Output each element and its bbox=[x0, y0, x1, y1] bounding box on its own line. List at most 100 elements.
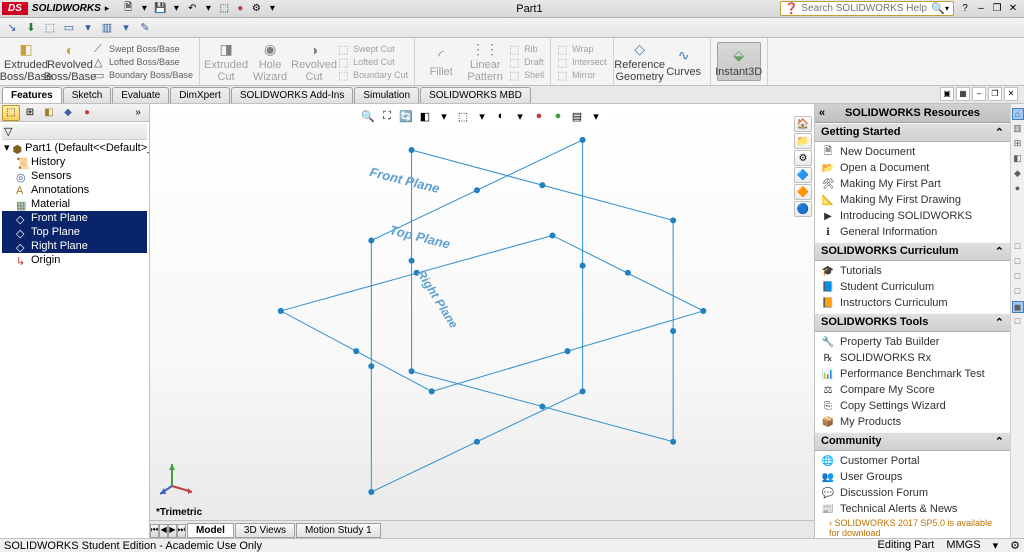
motion-tab[interactable]: Model bbox=[187, 523, 234, 538]
tb-icon[interactable]: ✎ bbox=[137, 20, 153, 36]
resources-link[interactable]: 🎓Tutorials bbox=[817, 263, 1008, 279]
ribbon-button[interactable]: ◜Fillet bbox=[419, 40, 463, 83]
tree-item[interactable]: ◇Right Plane bbox=[2, 239, 147, 253]
help-icon[interactable]: ? bbox=[958, 3, 972, 14]
resources-link[interactable]: ▶Introducing SOLIDWORKS bbox=[817, 208, 1008, 224]
float-icon[interactable]: 🏠 bbox=[794, 116, 812, 132]
float-icon[interactable]: 🔵 bbox=[794, 201, 812, 217]
tree-item[interactable]: ↳Origin bbox=[2, 253, 147, 267]
minimize-icon[interactable]: – bbox=[974, 3, 988, 14]
strip-icon[interactable]: ◼ bbox=[1012, 301, 1024, 313]
menu-dropdown-icon[interactable]: ▸ bbox=[105, 3, 110, 14]
search-input[interactable] bbox=[801, 3, 931, 14]
ribbon-tab[interactable]: SOLIDWORKS MBD bbox=[420, 87, 531, 103]
ribbon-tab[interactable]: Evaluate bbox=[112, 87, 169, 103]
resources-section-header[interactable]: Getting Started⌃ bbox=[815, 123, 1010, 142]
status-icon[interactable]: ⚙ bbox=[1010, 539, 1020, 552]
motion-tab[interactable]: Motion Study 1 bbox=[296, 523, 381, 538]
ribbon-button[interactable]: ⬙Instant3D bbox=[717, 42, 761, 81]
resources-link[interactable]: ℹGeneral Information bbox=[817, 224, 1008, 240]
qat-new-icon[interactable]: 🗎 bbox=[121, 2, 135, 16]
viewbtn-icon[interactable]: ✕ bbox=[1004, 87, 1018, 101]
resources-link[interactable]: 🌐Customer Portal bbox=[817, 453, 1008, 469]
tree-tab-feature-icon[interactable]: ⬚ bbox=[2, 105, 20, 121]
qat-rebuild-icon[interactable]: ● bbox=[233, 2, 247, 16]
ribbon-small-button[interactable]: ⬚Rib bbox=[509, 43, 544, 55]
resources-link[interactable]: 🛠Making My First Part bbox=[817, 176, 1008, 192]
resources-link[interactable]: ℞SOLIDWORKS Rx bbox=[817, 350, 1008, 366]
resources-link[interactable]: 💬Discussion Forum bbox=[817, 485, 1008, 501]
ribbon-tab[interactable]: Simulation bbox=[354, 87, 419, 103]
tree-tab-icon[interactable]: ● bbox=[78, 105, 96, 121]
help-search[interactable]: ❓ 🔍▾ bbox=[780, 1, 954, 16]
resources-link[interactable]: 📂Open a Document bbox=[817, 160, 1008, 176]
ribbon-small-button[interactable]: ⬚Shell bbox=[509, 69, 544, 81]
qat-more-icon[interactable]: ▾ bbox=[265, 2, 279, 16]
graphics-viewport[interactable]: 🔍 ⛶ 🔄 ◧ ▾ ⬚ ▾ ◐ ▾ ● ● ▤ ▾ bbox=[150, 104, 814, 538]
ribbon-tab[interactable]: SOLIDWORKS Add-Ins bbox=[231, 87, 353, 103]
alert-item[interactable]: › SOLIDWORKS 2017 SP5.0 is available for… bbox=[817, 517, 1008, 538]
strip-icon[interactable]: ⌂ bbox=[1012, 108, 1024, 120]
ribbon-button[interactable]: ◨ExtrudedCut bbox=[204, 40, 248, 83]
strip-icon[interactable]: □ bbox=[1012, 286, 1024, 298]
tb-icon[interactable]: ↘ bbox=[4, 20, 20, 36]
qat-save-icon[interactable]: 💾 bbox=[153, 2, 167, 16]
viewbtn-icon[interactable]: – bbox=[972, 87, 986, 101]
resources-link[interactable]: 📦My Products bbox=[817, 414, 1008, 430]
ribbon-button[interactable]: ◐RevolvedBoss/Base bbox=[48, 40, 92, 83]
ribbon-tab[interactable]: Sketch bbox=[63, 87, 112, 103]
tb-icon[interactable]: ▾ bbox=[118, 20, 134, 36]
tb-icon[interactable]: ⬚ bbox=[42, 20, 58, 36]
ribbon-button[interactable]: ∿Curves bbox=[662, 40, 706, 83]
qat-undo-icon[interactable]: ↶ bbox=[185, 2, 199, 16]
strip-icon[interactable]: □ bbox=[1012, 256, 1024, 268]
float-icon[interactable]: 🔷 bbox=[794, 167, 812, 183]
float-icon[interactable]: 🔶 bbox=[794, 184, 812, 200]
tree-tab-icon[interactable]: ◧ bbox=[40, 105, 58, 121]
scroll-prev-icon[interactable]: ◀ bbox=[159, 524, 168, 538]
tree-item[interactable]: ◇Top Plane bbox=[2, 225, 147, 239]
tb-icon[interactable]: ⬇ bbox=[23, 20, 39, 36]
strip-icon[interactable]: □ bbox=[1012, 241, 1024, 253]
qat-select-icon[interactable]: ⬚ bbox=[217, 2, 231, 16]
resources-link[interactable]: 📊Performance Benchmark Test bbox=[817, 366, 1008, 382]
viewbtn-icon[interactable]: ▣ bbox=[940, 87, 954, 101]
strip-icon[interactable]: ▥ bbox=[1012, 123, 1024, 135]
scroll-next-icon[interactable]: ▶ bbox=[168, 524, 177, 538]
qat-redo-icon[interactable]: ▾ bbox=[201, 2, 215, 16]
float-icon[interactable]: 📁 bbox=[794, 133, 812, 149]
ribbon-tab[interactable]: Features bbox=[2, 87, 62, 103]
ribbon-button[interactable]: ◑RevolvedCut bbox=[292, 40, 336, 83]
qat-open-icon[interactable]: ▾ bbox=[137, 2, 151, 16]
ribbon-small-button[interactable]: ⬚Lofted Cut bbox=[338, 56, 408, 68]
scroll-first-icon[interactable]: ⏮ bbox=[150, 524, 159, 538]
resources-link[interactable]: 🗎New Document bbox=[817, 144, 1008, 160]
filter-icon[interactable]: ▽ bbox=[4, 126, 12, 138]
ribbon-small-button[interactable]: ▭Boundary Boss/Base bbox=[94, 69, 193, 81]
tree-item[interactable]: ◎Sensors bbox=[2, 169, 147, 183]
strip-icon[interactable]: ◧ bbox=[1012, 153, 1024, 165]
status-units[interactable]: MMGS bbox=[946, 539, 980, 552]
ribbon-small-button[interactable]: ⟋Swept Boss/Base bbox=[94, 43, 193, 55]
viewbtn-icon[interactable]: ❐ bbox=[988, 87, 1002, 101]
ribbon-tab[interactable]: DimXpert bbox=[170, 87, 230, 103]
ribbon-button[interactable]: ◧ExtrudedBoss/Base bbox=[4, 40, 48, 83]
resources-section-header[interactable]: SOLIDWORKS Curriculum⌃ bbox=[815, 242, 1010, 261]
ribbon-small-button[interactable]: ⬚Wrap bbox=[557, 43, 607, 55]
resources-link[interactable]: 📘Student Curriculum bbox=[817, 279, 1008, 295]
scroll-last-icon[interactable]: ⏭ bbox=[177, 524, 186, 538]
resources-link[interactable]: 🔧Property Tab Builder bbox=[817, 334, 1008, 350]
resources-link[interactable]: ⚖Compare My Score bbox=[817, 382, 1008, 398]
ribbon-button[interactable]: ◇ReferenceGeometry bbox=[618, 40, 662, 83]
ribbon-small-button[interactable]: ⬚Draft bbox=[509, 56, 544, 68]
ribbon-small-button[interactable]: △Lofted Boss/Base bbox=[94, 56, 193, 68]
expand-icon[interactable]: ▾ bbox=[4, 141, 10, 154]
tree-tab-icon[interactable]: ◆ bbox=[59, 105, 77, 121]
close-icon[interactable]: ✕ bbox=[1006, 3, 1020, 14]
float-icon[interactable]: ⚙ bbox=[794, 150, 812, 166]
motion-tab[interactable]: 3D Views bbox=[235, 523, 295, 538]
tb-icon[interactable]: ▾ bbox=[80, 20, 96, 36]
qat-print-icon[interactable]: ▾ bbox=[169, 2, 183, 16]
tb-icon[interactable]: ▭ bbox=[61, 20, 77, 36]
resources-section-header[interactable]: SOLIDWORKS Tools⌃ bbox=[815, 313, 1010, 332]
